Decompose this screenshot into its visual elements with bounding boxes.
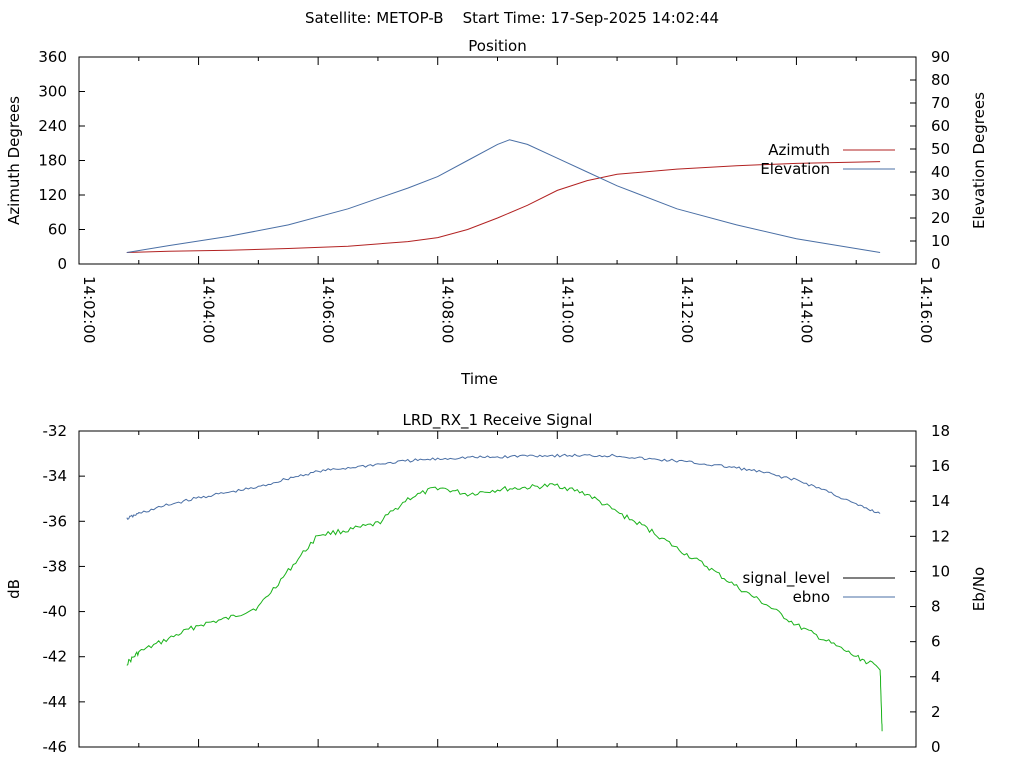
legend-label-1-2: Elevation xyxy=(760,160,830,178)
x-axis-label-1: Time xyxy=(460,370,498,388)
y2-tick-label-2-7: 14 xyxy=(931,492,950,510)
y2-tick-label-1-3: 30 xyxy=(931,186,950,204)
y-tick-label-2-1: -44 xyxy=(43,693,68,711)
x-tick-label-7: 14:16:00 xyxy=(917,276,935,343)
y2-tick-label-2-2: 4 xyxy=(931,668,941,686)
y2-tick-label-1-4: 40 xyxy=(931,163,950,181)
y2-tick-label-1-0: 0 xyxy=(931,255,941,273)
x-tick-label-5: 14:12:00 xyxy=(678,276,696,343)
legend-label-1-1: Azimuth xyxy=(768,141,830,159)
y2-tick-label-1-7: 70 xyxy=(931,94,950,112)
chart-title-1: Position xyxy=(468,37,526,55)
y2-tick-label-1-2: 20 xyxy=(931,209,950,227)
page-title: Satellite: METOP-B Start Time: 17-Sep-20… xyxy=(305,9,719,27)
series-line-1-2 xyxy=(126,139,881,253)
x-tick-label-1: 14:04:00 xyxy=(200,276,218,343)
series-line-1-1 xyxy=(126,161,881,253)
y-tick-label-1-3: 180 xyxy=(38,152,67,170)
y2-tick-label-2-0: 0 xyxy=(931,738,941,756)
y2-tick-label-2-8: 16 xyxy=(931,457,950,475)
y2-tick-label-1-1: 10 xyxy=(931,232,950,250)
y-tick-label-2-6: -34 xyxy=(43,467,68,485)
y-tick-label-1-2: 120 xyxy=(38,186,67,204)
x-tick-label-2: 14:06:00 xyxy=(319,276,337,343)
y2-tick-label-2-4: 8 xyxy=(931,598,941,616)
y2-tick-label-2-5: 10 xyxy=(931,562,950,580)
y2-tick-label-1-6: 60 xyxy=(931,117,950,135)
y2-tick-label-2-9: 18 xyxy=(931,422,950,440)
y-tick-label-2-3: -40 xyxy=(43,603,68,621)
series-line-2-2 xyxy=(126,453,881,521)
y-tick-label-1-1: 60 xyxy=(48,221,67,239)
y-tick-label-2-5: -36 xyxy=(43,512,68,530)
y-tick-label-2-2: -42 xyxy=(43,648,68,666)
y2-axis-label-1: Elevation Degrees xyxy=(970,92,988,229)
x-tick-label-3: 14:08:00 xyxy=(439,276,457,343)
y2-tick-label-1-8: 80 xyxy=(931,71,950,89)
x-tick-label-6: 14:14:00 xyxy=(797,276,815,343)
x-tick-label-0: 14:02:00 xyxy=(80,276,98,343)
y2-tick-label-1-9: 90 xyxy=(931,48,950,66)
y-axis-label-1: Azimuth Degrees xyxy=(5,96,23,225)
chart-title-2: LRD_RX_1 Receive Signal xyxy=(403,411,593,430)
y-tick-label-2-0: -46 xyxy=(43,738,68,756)
y-tick-label-1-5: 300 xyxy=(38,83,67,101)
y-tick-label-2-7: -32 xyxy=(43,422,68,440)
y2-tick-label-2-6: 12 xyxy=(931,527,950,545)
y-axis-label-2: dB xyxy=(5,579,23,599)
y2-axis-label-2: Eb/No xyxy=(970,567,988,611)
legend-label-2-2: ebno xyxy=(793,588,830,606)
y2-tick-label-2-3: 6 xyxy=(931,633,941,651)
y2-tick-label-2-1: 2 xyxy=(931,703,941,721)
legend-label-2-1: signal_level xyxy=(742,569,830,588)
y-tick-label-1-4: 240 xyxy=(38,117,67,135)
y-tick-label-1-0: 0 xyxy=(57,255,67,273)
y-tick-label-2-4: -38 xyxy=(43,557,68,575)
y2-tick-label-1-5: 50 xyxy=(931,140,950,158)
plot-frame-2 xyxy=(78,430,917,748)
series-line-2-1 xyxy=(126,483,883,732)
y-tick-label-1-6: 360 xyxy=(38,48,67,66)
x-tick-label-4: 14:10:00 xyxy=(558,276,576,343)
